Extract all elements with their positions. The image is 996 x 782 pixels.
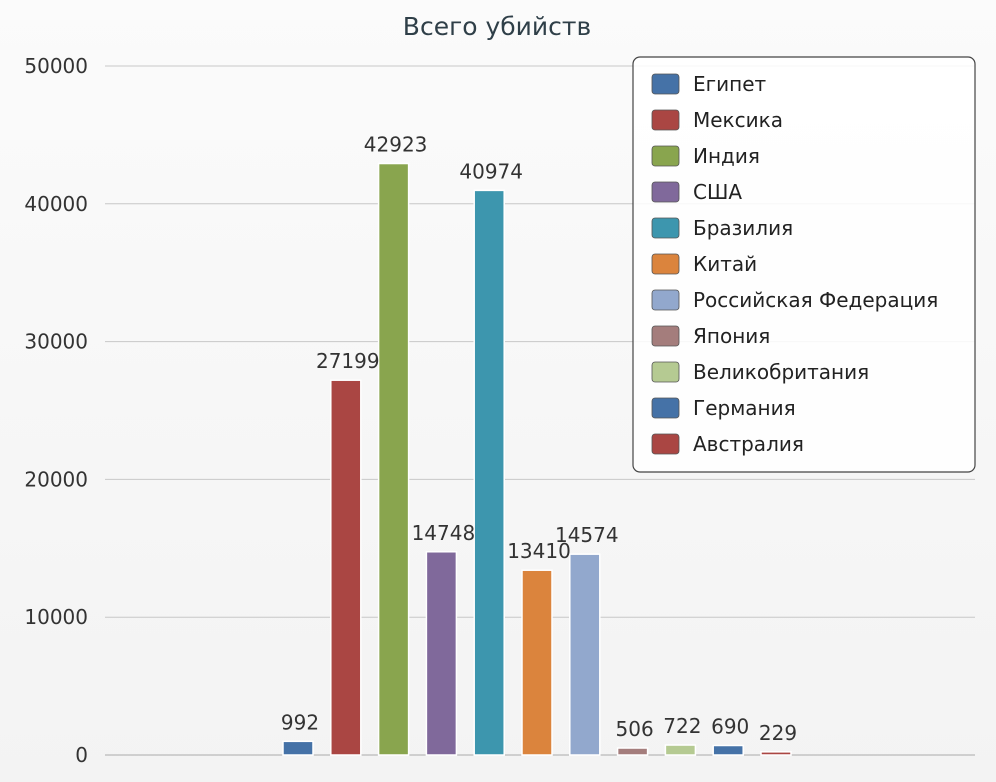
- bars: [282, 162, 792, 756]
- legend-item[interactable]: Египет: [651, 72, 767, 96]
- legend-item[interactable]: Мексика: [651, 108, 783, 132]
- legend-item[interactable]: Япония: [651, 324, 770, 348]
- legend-item[interactable]: Германия: [651, 396, 796, 420]
- legend-item[interactable]: США: [651, 180, 742, 204]
- data-label: 40974: [459, 159, 523, 183]
- legend-item[interactable]: Бразилия: [651, 216, 793, 240]
- legend-label: Мексика: [693, 108, 783, 132]
- legend-label: Египет: [693, 72, 767, 96]
- legend-swatch: [651, 73, 680, 95]
- data-label: 13410: [507, 539, 571, 563]
- bar[interactable]: [521, 569, 553, 756]
- legend-swatch: [651, 289, 680, 311]
- legend-item[interactable]: Российская Федерация: [651, 288, 938, 312]
- legend-label: Германия: [693, 396, 796, 420]
- data-label: 229: [759, 721, 797, 745]
- data-label: 14574: [555, 523, 619, 547]
- legend-swatch: [651, 253, 680, 275]
- data-label: 506: [616, 717, 654, 741]
- legend-label: Индия: [693, 144, 760, 168]
- y-tick-label: 20000: [24, 467, 88, 491]
- legend-label: Австралия: [693, 432, 804, 456]
- legend-swatch: [651, 109, 680, 131]
- legend-swatch: [651, 181, 680, 203]
- legend-swatch: [651, 433, 680, 455]
- bar[interactable]: [282, 740, 314, 756]
- legend-swatch: [651, 361, 680, 383]
- bar[interactable]: [425, 551, 458, 756]
- legend-label: Российская Федерация: [693, 288, 938, 312]
- legend-box: [632, 56, 976, 473]
- y-tick-label: 10000: [24, 605, 88, 629]
- legend-item[interactable]: Индия: [651, 144, 760, 168]
- legend-item[interactable]: Китай: [651, 252, 757, 276]
- bar[interactable]: [569, 553, 601, 756]
- legend-label: Великобритания: [693, 360, 869, 384]
- legend[interactable]: Египет Мексика Индия США Бразилия Китай Россий…: [632, 56, 976, 473]
- bar[interactable]: [330, 379, 362, 756]
- y-tick-label: 50000: [24, 54, 88, 78]
- legend-item[interactable]: Австралия: [651, 432, 804, 456]
- y-tick-label: 0: [75, 743, 88, 767]
- bar[interactable]: [473, 189, 505, 756]
- legend-label: Бразилия: [693, 216, 793, 240]
- legend-label: США: [693, 180, 742, 204]
- bar[interactable]: [760, 751, 792, 756]
- data-label: 27199: [316, 349, 380, 373]
- bar[interactable]: [616, 747, 649, 756]
- legend-item[interactable]: Великобритания: [651, 360, 869, 384]
- bar[interactable]: [712, 744, 744, 756]
- legend-swatch: [651, 325, 680, 347]
- data-label: 14748: [412, 521, 476, 545]
- y-axis-ticks: 0 10000 20000 30000 40000 50000: [24, 54, 88, 767]
- chart-title: Всего убийств: [403, 12, 591, 41]
- bar[interactable]: [377, 162, 410, 756]
- legend-swatch: [651, 397, 680, 419]
- data-label: 42923: [364, 133, 428, 157]
- data-label: 722: [663, 714, 701, 738]
- legend-label: Китай: [693, 252, 757, 276]
- data-label: 992: [281, 710, 319, 734]
- y-tick-label: 30000: [24, 330, 88, 354]
- y-tick-label: 40000: [24, 192, 88, 216]
- legend-swatch: [651, 217, 680, 239]
- bar[interactable]: [664, 744, 697, 756]
- legend-swatch: [651, 145, 680, 167]
- data-label: 690: [711, 714, 749, 738]
- grid-lines: [105, 65, 975, 756]
- legend-label: Япония: [693, 324, 770, 348]
